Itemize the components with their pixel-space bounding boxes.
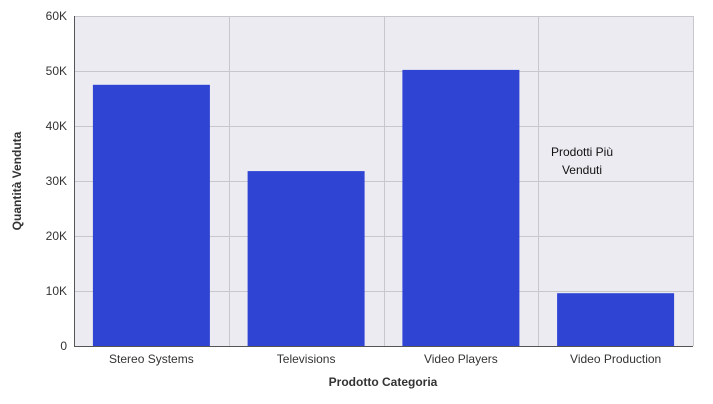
- y-tick-label: 0: [60, 339, 67, 353]
- x-tick-label: Video Production: [570, 352, 661, 366]
- x-tick-label: Televisions: [277, 352, 336, 366]
- annotation-line-2: Venduti: [562, 163, 602, 177]
- y-axis-ticks: 0 10K 20K 30K 40K 50K 60K: [46, 9, 68, 353]
- x-axis-title: Prodotto Categoria: [329, 375, 438, 389]
- x-tick-label: Stereo Systems: [109, 352, 194, 366]
- y-tick-label: 40K: [46, 119, 67, 133]
- bar: [247, 171, 365, 346]
- y-axis-title: Quantità Venduta: [10, 131, 24, 230]
- y-tick-label: 10K: [46, 284, 67, 298]
- x-tick-label: Video Players: [424, 352, 498, 366]
- y-tick-label: 30K: [46, 174, 67, 188]
- bars: [92, 69, 675, 347]
- bar: [92, 84, 210, 347]
- annotation-line-1: Prodotti Più: [551, 145, 613, 159]
- x-axis-ticks: Stereo Systems Televisions Video Players Vi…: [109, 352, 661, 366]
- bar: [557, 293, 675, 346]
- y-tick-label: 60K: [46, 9, 67, 23]
- bar: [402, 69, 520, 347]
- y-tick-label: 20K: [46, 229, 67, 243]
- y-tick-label: 50K: [46, 64, 67, 78]
